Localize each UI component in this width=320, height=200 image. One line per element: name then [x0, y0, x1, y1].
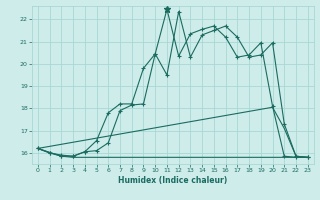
X-axis label: Humidex (Indice chaleur): Humidex (Indice chaleur)	[118, 176, 228, 185]
